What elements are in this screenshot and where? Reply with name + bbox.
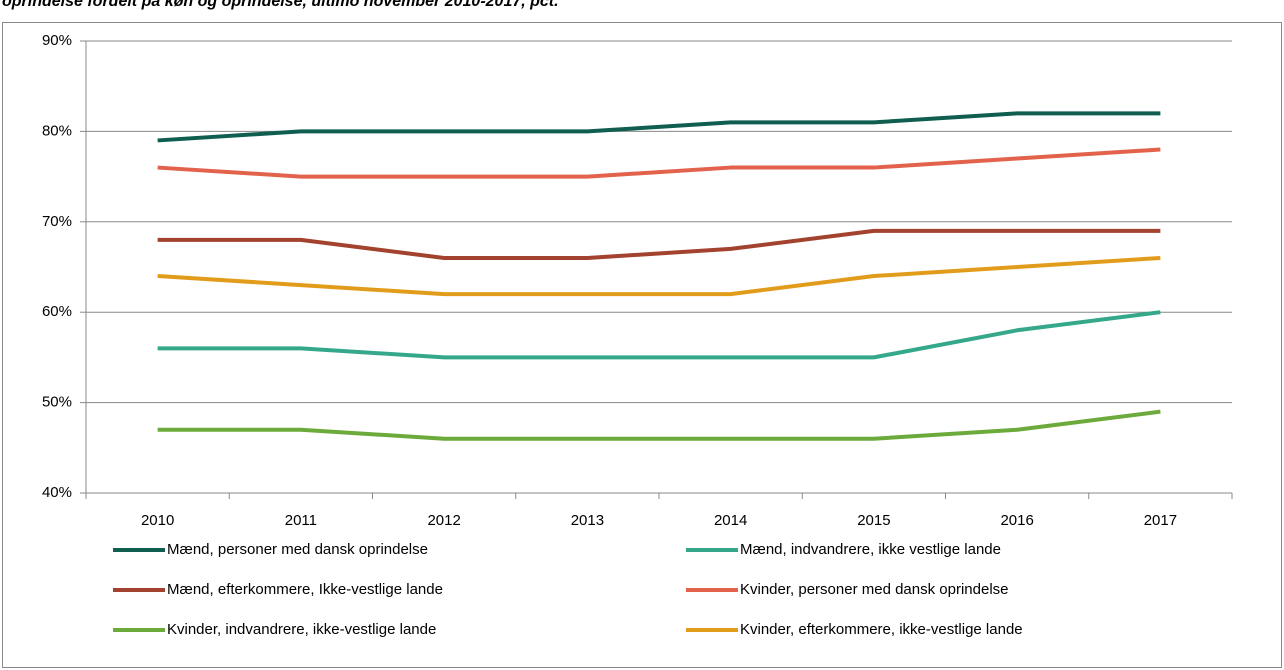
chart-border [2,22,1282,668]
legend-label: Kvinder, personer med dansk oprindelse [740,581,1009,598]
x-tick-label: 2013 [571,512,604,529]
chart-title: oprindelse fordelt på køn og oprindelse,… [2,0,559,10]
legend-label: Kvinder, indvandrere, ikke-vestlige land… [167,621,436,638]
x-tick-label: 2017 [1144,512,1177,529]
series-line [157,228,1161,260]
legend-label: Kvinder, efterkommere, ikke-vestlige lan… [740,621,1023,638]
series-line [157,147,1161,179]
x-tick-label: 2012 [427,512,460,529]
y-tick-label: 50% [42,394,72,411]
y-tick-label: 40% [42,484,72,501]
legend-label: Mænd, indvandrere, ikke vestlige lande [740,541,1001,558]
x-tick-label: 2016 [1000,512,1033,529]
series-line [157,310,1161,360]
y-tick-label: 70% [42,213,72,230]
series-line [157,111,1161,143]
x-tick-label: 2015 [857,512,890,529]
y-tick-label: 60% [42,303,72,320]
x-tick-label: 2010 [141,512,174,529]
x-tick-label: 2011 [285,512,317,529]
x-tick-label: 2014 [714,512,747,529]
series-line [157,255,1161,297]
legend-label: Mænd, efterkommere, Ikke-vestlige lande [167,581,443,598]
legend-label: Mænd, personer med dansk oprindelse [167,541,428,558]
series-line [157,409,1161,441]
y-tick-label: 90% [42,32,72,49]
y-tick-label: 80% [42,122,72,139]
